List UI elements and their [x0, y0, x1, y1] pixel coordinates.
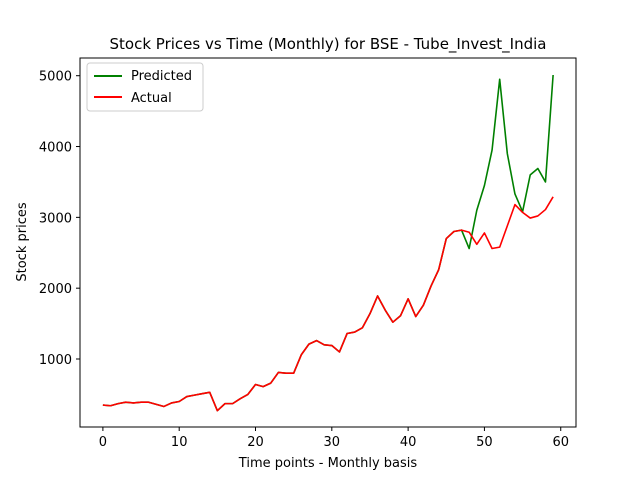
y-tick-label: 5000 — [39, 70, 72, 85]
y-axis-label: Stock prices — [15, 202, 30, 281]
x-tick-label: 30 — [324, 435, 341, 450]
chart-title: Stock Prices vs Time (Monthly) for BSE -… — [110, 35, 547, 54]
x-tick-label: 10 — [171, 435, 188, 450]
legend-label-actual: Actual — [131, 91, 172, 106]
plot-lines — [102, 74, 554, 412]
x-axis-label: Time points - Monthly basis — [238, 456, 418, 471]
x-axis-ticks: 0 10 20 30 40 50 60 — [99, 427, 569, 450]
x-tick-label: 60 — [552, 435, 569, 450]
series-line-actual — [102, 196, 554, 412]
legend-label-predicted: Predicted — [131, 69, 192, 84]
legend: Predicted Actual — [86, 62, 204, 112]
y-tick-label: 3000 — [39, 211, 72, 226]
plot-frame — [79, 57, 577, 428]
y-axis-ticks: 1000 2000 3000 4000 5000 — [39, 70, 80, 368]
y-tick-label: 4000 — [39, 141, 72, 156]
x-tick-label: 40 — [400, 435, 417, 450]
x-tick-label: 20 — [247, 435, 264, 450]
y-tick-label: 2000 — [39, 282, 72, 297]
y-tick-label: 1000 — [39, 353, 72, 368]
x-tick-label: 50 — [476, 435, 493, 450]
x-tick-label: 0 — [99, 435, 107, 450]
